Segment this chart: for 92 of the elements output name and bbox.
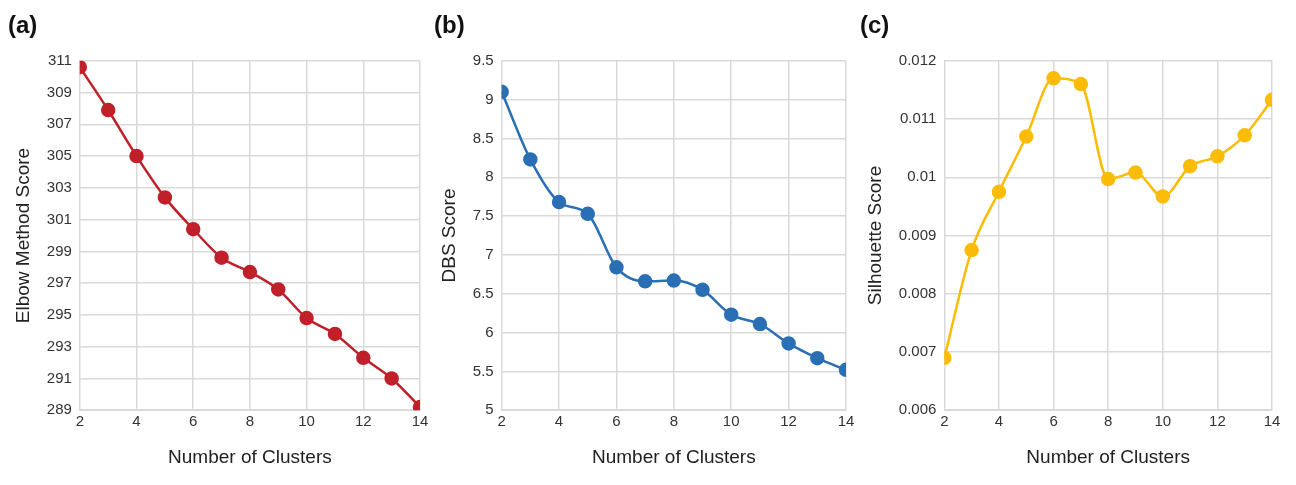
y-tick-label: 6 [485,322,494,340]
chart-title: (a) [8,11,38,39]
point [1046,71,1061,86]
point [185,221,201,237]
point [1128,165,1143,180]
x-tick-label: 4 [132,412,141,430]
point [129,148,144,164]
point [580,206,595,222]
point [1237,128,1252,143]
chart-title: (b) [434,11,465,39]
x-tick-label: 12 [1209,412,1226,430]
chart-title: (c) [860,11,890,39]
y-tick-label: 0.01 [907,167,937,185]
point [991,184,1007,200]
point [695,282,710,298]
y-tick-label: 9.5 [472,50,494,68]
y-tick-label: 307 [46,114,72,132]
point [609,260,624,275]
point [752,316,768,332]
y-tick-label: 6.5 [472,283,494,301]
point [964,242,979,258]
x-axis-title: Number of Clusters [168,445,332,467]
x-tick-label: 14 [1263,412,1281,430]
x-axis-title: Number of Clusters [1026,445,1190,467]
x-tick-label: 2 [75,412,84,430]
x-tick-label: 8 [669,412,678,430]
point [637,274,653,289]
y-tick-label: 291 [46,368,72,386]
y-tick-label: 0.007 [898,342,937,360]
point [1100,171,1116,187]
y-axis-title: Elbow Method Score [11,147,33,324]
point [666,273,682,288]
x-tick-label: 14 [837,412,855,430]
x-tick-label: 10 [1154,412,1172,430]
x-tick-label: 2 [497,412,506,430]
y-tick-label: 311 [47,50,72,68]
x-tick-label: 6 [1049,412,1058,430]
point [1073,76,1089,92]
point [810,350,825,366]
point [523,152,538,167]
point [214,250,229,265]
point [384,371,399,386]
point [327,326,343,342]
y-tick-label: 299 [46,241,72,259]
x-tick-label: 2 [940,412,949,430]
y-tick-label: 295 [46,305,72,323]
y-tick-label: 301 [46,209,72,227]
point [1182,158,1198,174]
point [299,310,314,326]
y-tick-label: 303 [46,178,72,195]
point [100,102,116,118]
y-tick-label: 0.012 [898,50,937,68]
point [356,350,371,366]
y-tick-label: 8 [485,167,494,185]
y-tick-label: 309 [46,82,72,100]
y-tick-label: 0.008 [898,283,937,301]
y-tick-label: 297 [46,273,72,291]
y-axis-title: DBS Score [437,188,459,283]
y-tick-label: 0.009 [898,225,937,243]
y-tick-label: 0.006 [898,400,937,418]
x-tick-label: 12 [354,412,372,430]
point [242,264,258,280]
y-tick-label: 7 [485,245,494,263]
y-tick-label: 8.5 [472,128,494,146]
point [157,190,173,205]
y-tick-label: 9 [485,89,494,107]
x-tick-label: 8 [245,412,255,430]
x-tick-label: 4 [994,412,1004,430]
y-tick-label: 5.5 [472,361,494,379]
x-tick-label: 6 [612,412,621,430]
x-tick-label: 12 [780,412,797,430]
x-tick-label: 10 [722,412,740,430]
x-tick-label: 4 [554,412,564,430]
point [1019,129,1034,144]
y-tick-label: 5 [485,400,494,418]
point [1155,189,1171,204]
y-tick-label: 7.5 [472,206,494,224]
x-tick-label: 10 [298,412,315,430]
x-tick-label: 8 [1104,412,1113,430]
point [271,282,286,297]
y-axis-title: Silhouette Score [863,165,885,306]
y-tick-label: 293 [46,336,72,354]
point [551,194,567,210]
y-tick-label: 305 [46,146,72,164]
point [1210,149,1225,164]
y-tick-label: 0.011 [899,109,937,127]
x-axis-title: Number of Clusters [591,445,756,467]
point [781,336,796,351]
y-tick-label: 289 [46,400,72,418]
x-tick-label: 14 [411,412,429,430]
x-tick-label: 6 [189,412,198,430]
point [723,307,739,322]
